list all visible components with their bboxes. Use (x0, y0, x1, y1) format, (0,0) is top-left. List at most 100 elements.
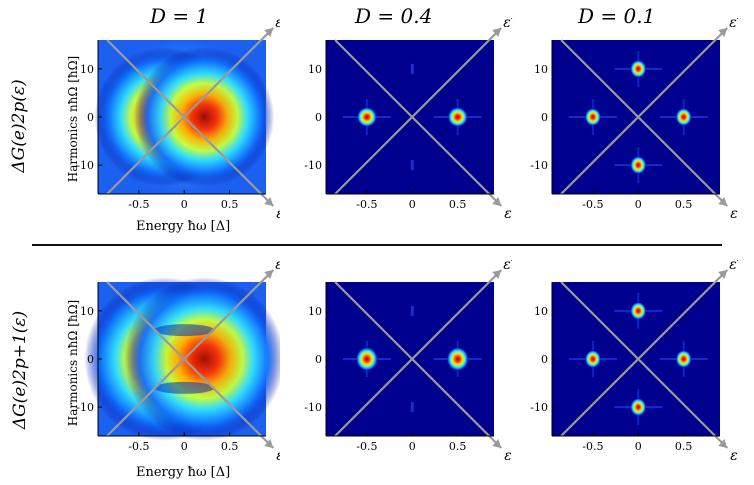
y-tick-label: 0 (87, 353, 94, 366)
column-title-d1: D = 1 (150, 4, 209, 28)
x-tick-label: 0.5 (221, 440, 239, 453)
label-eps-prime: ε′ (503, 18, 515, 31)
arrowhead-eps-prime (492, 269, 502, 279)
heatmap-peak (584, 108, 601, 126)
arrowhead-eps (264, 197, 274, 207)
row-separator (32, 244, 722, 246)
y-tick-label: 10 (308, 63, 322, 76)
x-tick-label: 0 (181, 440, 188, 453)
heatmap-peak (584, 350, 601, 368)
x-tick-label: 0 (181, 198, 188, 211)
x-axis-label-top: Energy ħω [Δ] (136, 219, 231, 234)
x-tick-label: -0.5 (582, 440, 603, 453)
heatmap-peak (630, 301, 647, 320)
y-tick-label: -10 (530, 159, 548, 172)
diagonal-eps-prime-line (334, 27, 503, 195)
label-eps: ε (504, 206, 512, 218)
label-eps: ε (730, 206, 738, 218)
y-tick-label: -10 (530, 401, 548, 414)
column-title-d04: D = 0.4 (355, 4, 433, 28)
heatmap-peak (355, 347, 378, 371)
y-tick-label: 10 (80, 63, 94, 76)
x-tick-label: -0.5 (128, 198, 149, 211)
label-eps: ε (730, 448, 738, 460)
row-label-even: ΔG(e)2p(ε) (9, 79, 29, 173)
heatmap-lobe-right (124, 277, 280, 441)
label-eps-prime: ε′ (275, 18, 280, 31)
y-tick-label: -10 (304, 159, 322, 172)
heatmap-lobe-right (134, 47, 275, 187)
arrowhead-eps (492, 439, 502, 449)
label-eps-prime: ε′ (275, 260, 280, 273)
y-tick-label: 10 (534, 305, 548, 318)
x-tick-label: 0 (409, 440, 416, 453)
label-eps-prime: ε′ (503, 260, 515, 273)
heatmap-panel-odd-d1: ε′ ε -10 0 10 -0.5 0 0.5 (76, 260, 280, 460)
arrowhead-eps (492, 197, 502, 207)
x-tick-label: -0.5 (356, 198, 377, 211)
heatmap-band (154, 324, 215, 337)
faint-mark (410, 160, 414, 171)
diagonal-eps-line (334, 281, 503, 449)
heatmap-peak (447, 107, 468, 127)
column-title-d01: D = 0.1 (578, 4, 656, 28)
arrowhead-eps (718, 439, 728, 449)
label-eps-prime: ε′ (729, 260, 741, 273)
diagonal-eps-prime-line (106, 269, 275, 437)
y-tick-label: 10 (80, 305, 94, 318)
y-tick-label: 10 (308, 305, 322, 318)
heatmap-panel-odd-d01: ε′ ε -10 0 10 -0.5 0 0.5 (530, 260, 741, 460)
x-tick-label: -0.5 (128, 440, 149, 453)
arrowhead-eps-prime (718, 27, 728, 37)
x-tick-label: -0.5 (582, 198, 603, 211)
x-axis-label-bottom: Energy ħω [Δ] (136, 465, 231, 480)
faint-mark (410, 305, 414, 316)
x-tick-label: 0 (635, 198, 642, 211)
y-tick-label: -10 (76, 159, 94, 172)
label-eps: ε (504, 448, 512, 460)
arrowhead-eps-prime (264, 27, 274, 37)
diagonal-eps-line (560, 39, 729, 207)
y-tick-label: 0 (315, 111, 322, 124)
heatmap-peak (630, 59, 647, 78)
y-tick-label: 0 (541, 111, 548, 124)
x-tick-label: 0.5 (675, 440, 693, 453)
heatmap-panel-even-d01: ε′ ε -10 0 10 -0.5 0 0.5 (530, 18, 741, 218)
heatmap-panel-even-d04: ε′ ε -10 0 10 -0.5 0 0.5 (304, 18, 515, 218)
label-eps: ε (276, 448, 280, 460)
y-tick-label: -10 (304, 401, 322, 414)
y-tick-label: -10 (76, 401, 94, 414)
x-tick-label: 0.5 (221, 198, 239, 211)
arrowhead-eps-prime (718, 269, 728, 279)
y-tick-label: 0 (87, 111, 94, 124)
heatmap-peak (630, 156, 647, 175)
heatmap-peak (630, 398, 647, 417)
faint-mark (410, 402, 414, 413)
diagonal-eps-prime-line (560, 269, 729, 437)
label-eps: ε (276, 206, 280, 218)
diagonal-eps-line (106, 39, 275, 207)
arrowhead-eps-prime (492, 27, 502, 37)
row-label-odd: ΔG(e)2p+1(ε) (10, 310, 30, 430)
y-tick-label: 10 (534, 63, 548, 76)
heatmap-panel-even-d1: ε′ ε -10 0 10 -0.5 0 0.5 (76, 18, 280, 218)
x-tick-label: 0 (635, 440, 642, 453)
heatmap-peak (675, 108, 692, 126)
faint-mark (410, 63, 414, 74)
x-tick-label: 0 (409, 198, 416, 211)
diagonal-eps-prime-line (334, 269, 503, 437)
x-tick-label: -0.5 (356, 440, 377, 453)
heatmap-band (154, 381, 215, 394)
arrowhead-eps-prime (264, 269, 274, 279)
label-eps-prime: ε′ (729, 18, 741, 31)
diagonal-eps-line (560, 281, 729, 449)
heatmap-peak (446, 347, 469, 371)
diagonal-eps-prime-line (106, 27, 275, 195)
x-tick-label: 0.5 (449, 440, 467, 453)
y-tick-label: 0 (315, 353, 322, 366)
heatmap-peak (356, 107, 377, 127)
arrowhead-eps (718, 197, 728, 207)
x-tick-label: 0.5 (449, 198, 467, 211)
diagonal-eps-prime-line (560, 27, 729, 195)
y-tick-label: 0 (541, 353, 548, 366)
